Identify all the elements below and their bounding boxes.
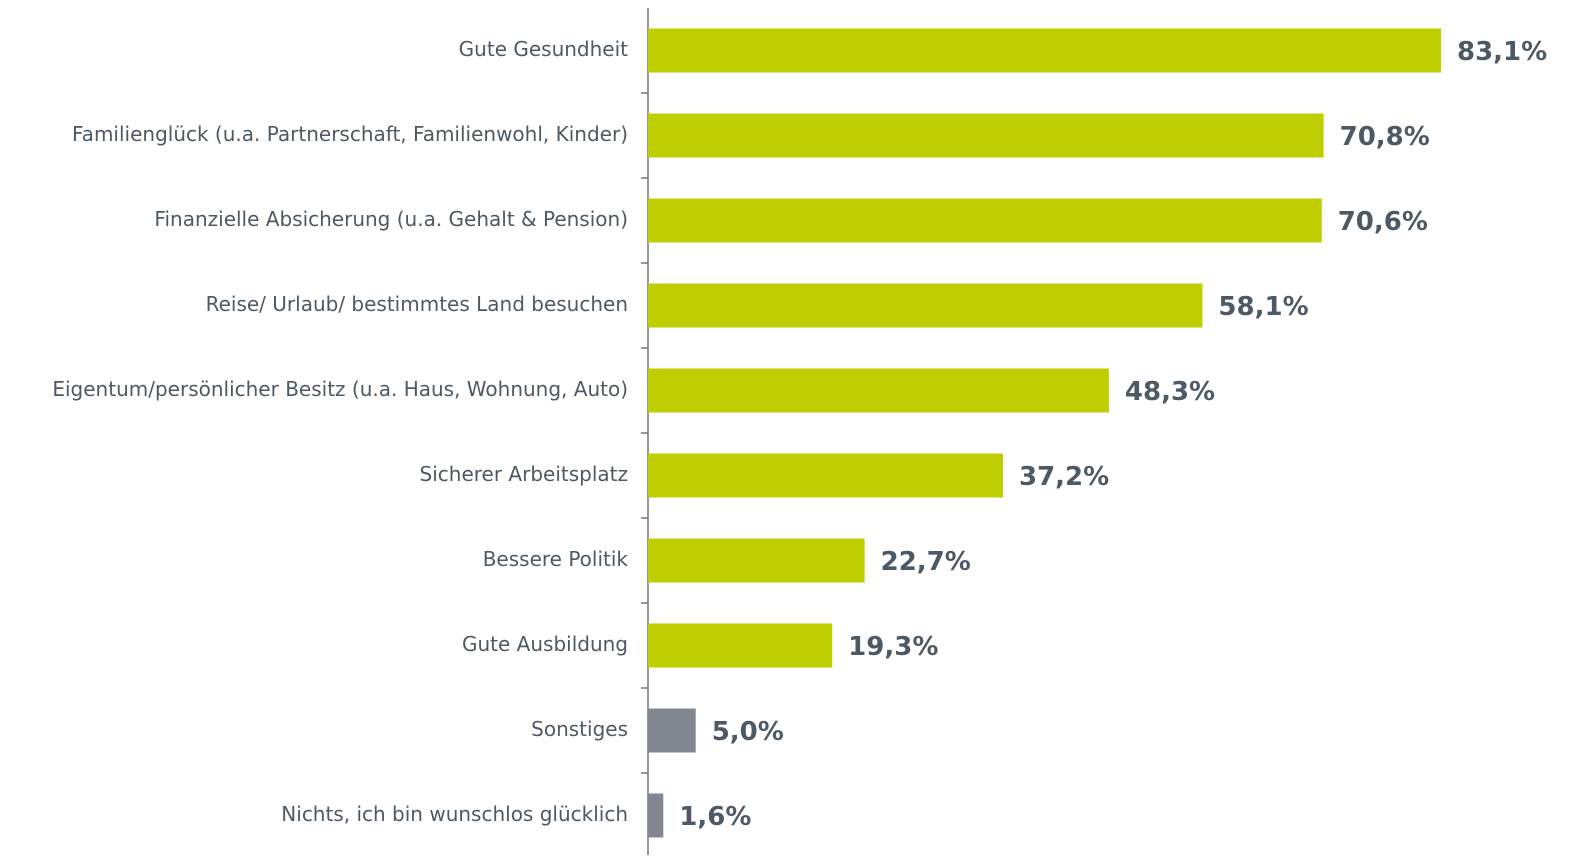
category-label: Eigentum/persönlicher Besitz (u.a. Haus,… bbox=[52, 377, 628, 401]
category-label: Gute Gesundheit bbox=[459, 37, 628, 61]
bar bbox=[648, 198, 1322, 243]
category-label: Nichts, ich bin wunschlos glücklich bbox=[281, 802, 628, 826]
value-label: 83,1% bbox=[1457, 37, 1547, 67]
category-label: Bessere Politik bbox=[483, 547, 629, 571]
value-label: 48,3% bbox=[1125, 377, 1215, 407]
value-label: 19,3% bbox=[848, 632, 938, 662]
value-label: 37,2% bbox=[1019, 462, 1109, 492]
category-label: Gute Ausbildung bbox=[462, 632, 628, 656]
value-label: 70,6% bbox=[1338, 207, 1428, 237]
value-label: 1,6% bbox=[679, 802, 751, 832]
bar bbox=[648, 368, 1109, 413]
bar bbox=[648, 793, 664, 838]
bar bbox=[648, 453, 1003, 498]
value-label: 5,0% bbox=[712, 717, 784, 747]
category-label: Reise/ Urlaub/ bestimmtes Land besuchen bbox=[206, 292, 628, 316]
value-label: 22,7% bbox=[881, 547, 971, 577]
bar bbox=[648, 28, 1441, 73]
bar bbox=[648, 283, 1203, 328]
category-label: Sicherer Arbeitsplatz bbox=[420, 462, 628, 486]
category-label: Familienglück (u.a. Partnerschaft, Famil… bbox=[72, 122, 628, 146]
value-label: 70,8% bbox=[1340, 122, 1430, 152]
category-label: Finanzielle Absicherung (u.a. Gehalt & P… bbox=[154, 207, 628, 231]
value-label: 58,1% bbox=[1218, 292, 1308, 322]
bar bbox=[648, 623, 833, 668]
category-label: Sonstiges bbox=[531, 717, 628, 741]
bar bbox=[648, 113, 1324, 158]
bar bbox=[648, 538, 865, 583]
bar bbox=[648, 708, 696, 753]
